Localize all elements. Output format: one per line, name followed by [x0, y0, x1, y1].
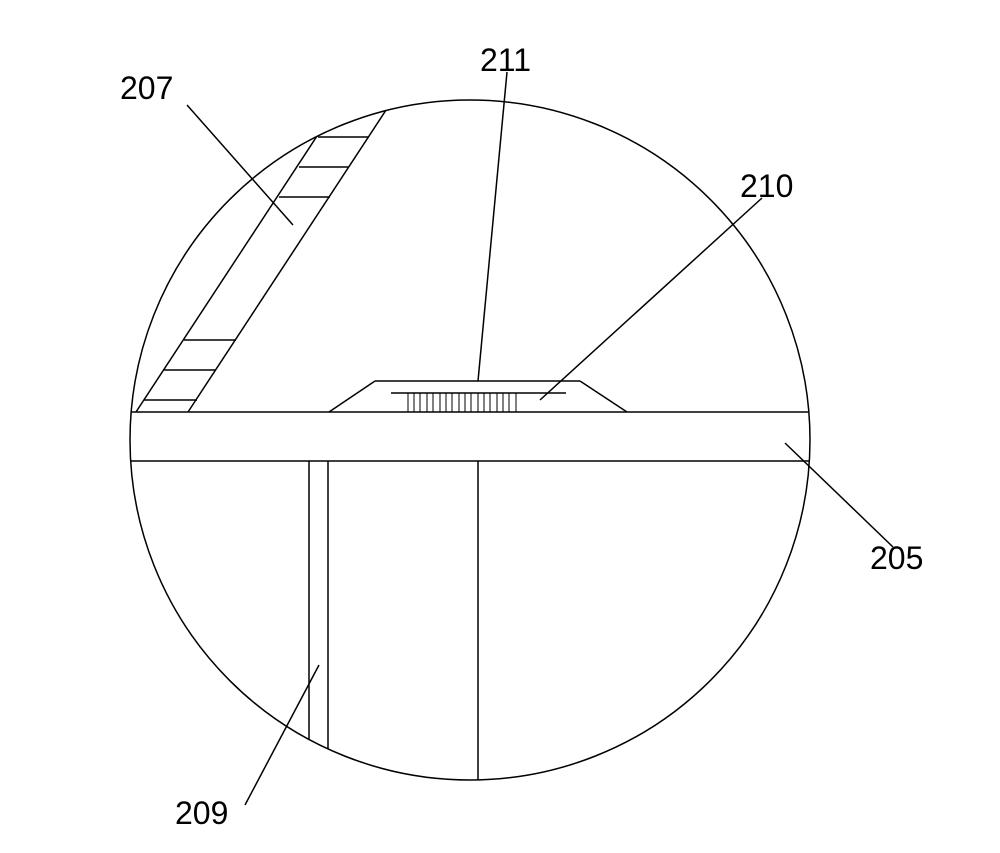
leader-205 [785, 443, 893, 547]
technical-diagram [0, 0, 1000, 853]
leader-207 [187, 105, 293, 225]
label-207: 207 [120, 70, 173, 107]
leader-209 [245, 665, 319, 805]
leader-210 [540, 198, 762, 400]
diagram-container: 207 211 210 205 209 [0, 0, 1000, 853]
label-209: 209 [175, 795, 228, 832]
label-211: 211 [480, 42, 531, 79]
main-circle [130, 100, 810, 780]
leader-211 [478, 72, 507, 381]
label-210: 210 [740, 168, 793, 205]
label-205: 205 [870, 540, 923, 577]
